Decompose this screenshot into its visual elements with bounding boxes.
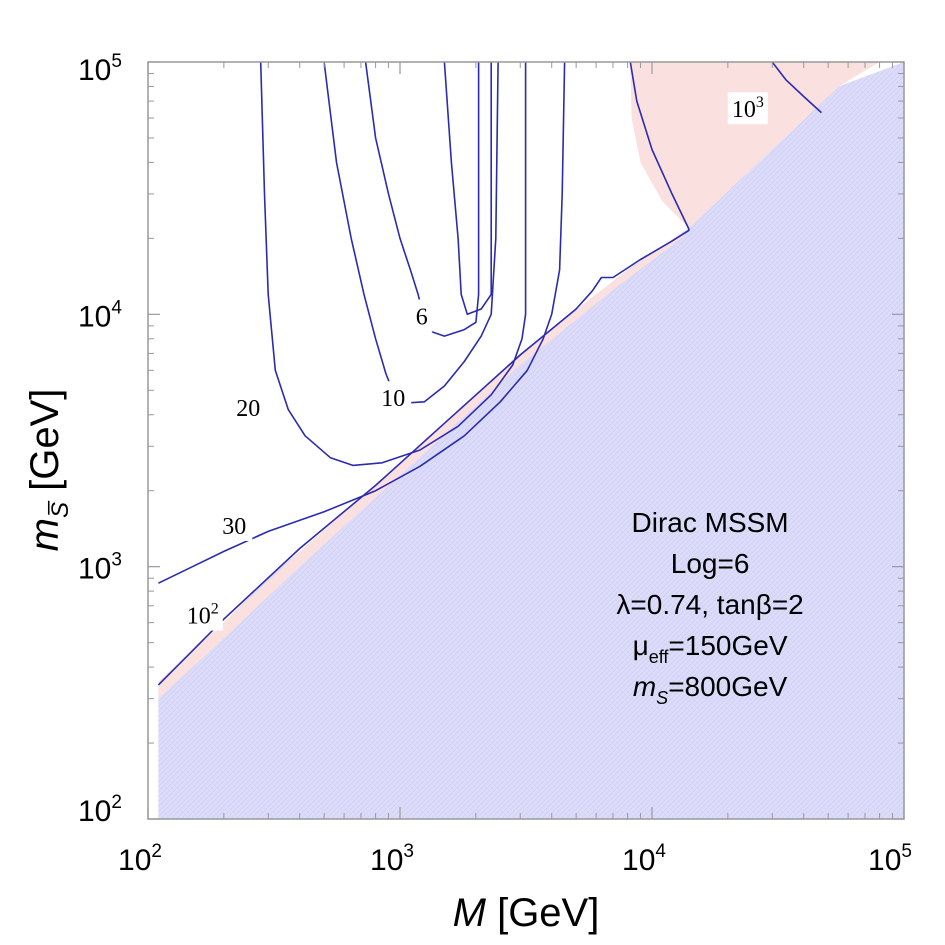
y-axis-title: mS̅ [GeV] — [23, 389, 74, 552]
x-tick-label-3: 103 — [370, 841, 414, 877]
contour-line-extra — [443, 62, 492, 316]
contour-line-10 — [323, 62, 499, 404]
annotation-line-3: λ=0.74, tanβ=2 — [616, 589, 803, 620]
contour-line-30 — [158, 62, 566, 584]
y-tick-label-4: 104 — [78, 297, 122, 333]
x-tick-label-2: 102 — [118, 841, 162, 877]
excluded-pink-top-region — [630, 62, 880, 228]
axis-ticks: 102 103 104 105 102 103 104 105 — [78, 51, 912, 877]
annotation-line-4: μeff=150GeV — [633, 630, 788, 667]
y-tick-label-5: 105 — [78, 51, 122, 87]
annotation-line-2: Log=6 — [671, 548, 750, 579]
y-tick-label-2: 102 — [78, 792, 122, 828]
contour-label-bg — [727, 92, 768, 125]
contour-label-20: 20 — [236, 396, 260, 422]
contour-label-bg — [410, 299, 433, 332]
x-tick-label-5: 105 — [868, 841, 912, 877]
x-axis-title: M [GeV] — [453, 891, 600, 935]
contour-label-10: 10 — [381, 386, 405, 412]
plot-frame — [147, 61, 905, 820]
y-tick-label-3: 103 — [78, 550, 122, 586]
x-tick-label-4: 104 — [622, 841, 666, 877]
contour-label-6: 6 — [416, 305, 428, 331]
contour-labels: 6 10 20 30 102 103 — [182, 92, 768, 631]
contour-line-20 — [259, 62, 527, 467]
excluded-blue-hatch — [158, 62, 904, 819]
contour-label-bg — [375, 381, 412, 414]
annotation-line-1: Dirac MSSM — [632, 507, 789, 538]
annotation-line-5: mS=800GeV — [633, 671, 788, 708]
contour-line-10-3 — [771, 62, 822, 114]
contour-label-bg — [182, 598, 223, 631]
contour-label-10-3: 103 — [732, 94, 764, 123]
excluded-regions — [158, 62, 904, 819]
contour-label-10-2: 102 — [187, 601, 219, 630]
contour-label-bg — [230, 391, 267, 424]
contour-label-bg — [216, 508, 253, 541]
axis-titles: M [GeV] mS̅ [GeV] — [23, 389, 599, 935]
contour-label-30: 30 — [222, 514, 246, 540]
parameter-annotation: Dirac MSSM Log=6 λ=0.74, tanβ=2 μeff=150GeV… — [616, 507, 803, 708]
